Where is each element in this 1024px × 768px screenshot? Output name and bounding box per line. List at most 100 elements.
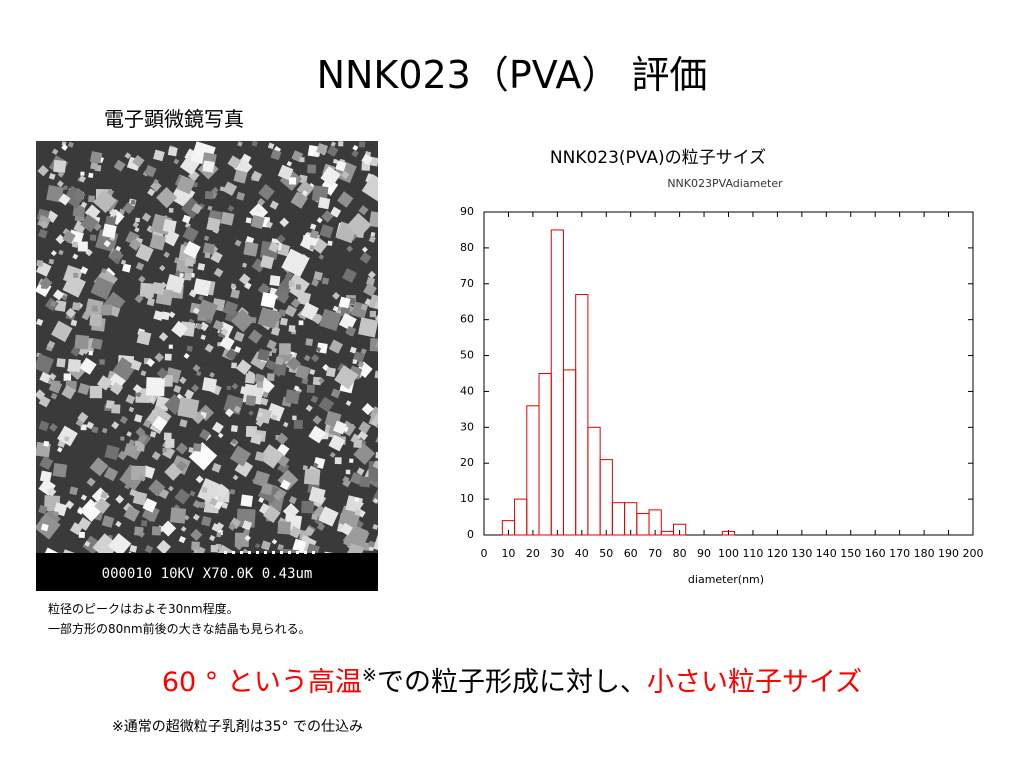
grain: [188, 447, 195, 454]
grain: [221, 502, 229, 509]
grain: [140, 520, 148, 527]
x-tick-label: 180: [914, 547, 935, 560]
grain: [229, 445, 251, 467]
grain: [171, 320, 188, 338]
grain: [90, 161, 98, 170]
grain: [307, 164, 317, 174]
grain: [277, 164, 294, 181]
grain: [299, 157, 305, 163]
grain: [135, 217, 140, 223]
chart: NNK023(PVA)の粒子サイズ NNK023PVAdiameter diam…: [460, 148, 984, 586]
bar: [514, 498, 528, 536]
grain: [110, 382, 124, 396]
grain: [353, 442, 376, 465]
grain: [305, 338, 314, 346]
grain: [78, 531, 85, 538]
grain: [332, 305, 339, 312]
grain: [204, 252, 211, 259]
grain: [207, 205, 213, 211]
grain: [168, 311, 176, 319]
grain: [39, 470, 52, 483]
grain: [168, 485, 174, 492]
grain: [144, 544, 154, 554]
grain: [356, 467, 365, 476]
grain: [237, 141, 243, 147]
grain: [70, 319, 78, 327]
text: での粒子形成に対し、: [376, 667, 647, 698]
grain: [145, 377, 165, 397]
grain: [226, 385, 232, 391]
grain: [49, 423, 58, 432]
x-tick-label: 60: [624, 547, 638, 560]
grain: [222, 181, 238, 196]
grain: [248, 410, 254, 416]
grain: [146, 297, 156, 307]
grain: [61, 385, 76, 400]
grain: [108, 533, 132, 557]
grain: [132, 154, 145, 168]
grain: [100, 491, 109, 500]
grain: [80, 201, 88, 209]
grain: [123, 505, 140, 522]
x-tick-label: 140: [816, 547, 837, 560]
grain: [330, 388, 341, 399]
grain: [53, 511, 59, 517]
grain: [192, 307, 200, 315]
grain: [57, 425, 78, 447]
grain: [201, 377, 218, 393]
grain: [162, 219, 177, 234]
scale-dot: [264, 551, 267, 554]
grain: [367, 270, 376, 279]
grain: [132, 384, 143, 394]
grain: [292, 415, 297, 421]
grain: [269, 275, 281, 287]
grain: [227, 155, 242, 169]
grain: [39, 220, 49, 229]
grain: [231, 362, 237, 369]
grain: [80, 214, 99, 233]
grain: [312, 462, 319, 469]
grain: [196, 299, 218, 321]
chart-title: NNK023(PVA)の粒子サイズ: [550, 148, 766, 168]
grain: [198, 295, 204, 301]
grain: [231, 438, 238, 445]
grain: [56, 446, 63, 453]
grain: [119, 415, 129, 425]
grain: [51, 320, 73, 343]
grain: [192, 278, 211, 297]
grain: [310, 354, 320, 363]
grain: [311, 278, 320, 287]
grain: [318, 377, 325, 384]
grain: [89, 234, 97, 242]
grain: [276, 234, 286, 244]
grain: [79, 357, 97, 375]
grain: [149, 233, 167, 251]
grain: [234, 346, 242, 354]
bar: [721, 530, 736, 536]
grain: [152, 415, 168, 432]
grain: [296, 291, 312, 306]
grain: [175, 460, 188, 472]
grain: [332, 291, 341, 300]
grain: [260, 255, 275, 270]
grain: [48, 258, 55, 265]
grain: [128, 238, 142, 251]
grain: [56, 358, 66, 368]
grain: [310, 395, 319, 404]
grain: [318, 396, 335, 413]
scale-dot: [296, 551, 299, 554]
x-axis-label: diameter(nm): [688, 573, 764, 586]
x-tick-label: 10: [501, 547, 515, 560]
grain: [148, 396, 155, 402]
grain: [38, 395, 51, 408]
grain: [298, 320, 304, 326]
grain: [202, 242, 216, 255]
grain: [201, 486, 208, 493]
grain: [39, 456, 54, 471]
grain: [309, 368, 316, 376]
grain: [257, 198, 266, 207]
grain: [144, 164, 157, 178]
grain: [230, 283, 236, 289]
grain: [130, 199, 136, 205]
